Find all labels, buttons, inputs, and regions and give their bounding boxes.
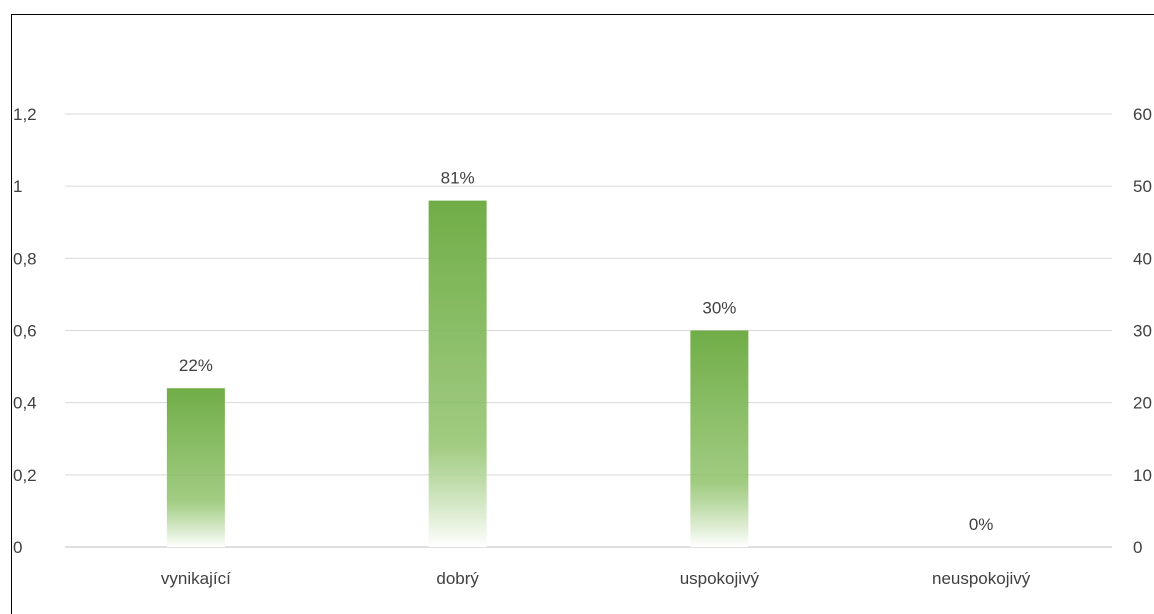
bars	[166, 200, 749, 547]
y2-tick-label: 40	[1133, 249, 1152, 268]
category-label-3: neuspokojivý	[932, 569, 1031, 588]
bar-0	[166, 388, 225, 547]
bar-2	[690, 330, 749, 547]
y-tick-label: 0,8	[13, 249, 37, 268]
category-label-2: uspokojivý	[680, 569, 760, 588]
category-label-0: vynikající	[161, 569, 231, 588]
data-label-2: 30%	[702, 299, 736, 318]
y2-tick-label: 30	[1133, 322, 1152, 341]
gridlines	[65, 113, 1112, 548]
y-tick-label: 0	[13, 538, 22, 557]
data-label-3: 0%	[969, 515, 994, 534]
data-label-1: 81%	[441, 169, 475, 188]
bar-1	[428, 200, 487, 547]
y2-tick-label: 60	[1133, 105, 1152, 124]
data-label-0: 22%	[179, 356, 213, 375]
y-tick-label: 0,2	[13, 466, 37, 485]
labels: 0 0 0,2 10 0,4 20 0,6 30 0,8 40 1 50 1,2 60 22% vynikaj…	[13, 105, 1152, 588]
y2-tick-label: 0	[1133, 538, 1142, 557]
category-label-1: dobrý	[436, 569, 479, 588]
y-tick-label: 0,4	[13, 394, 37, 413]
bar-chart: 0 0 0,2 10 0,4 20 0,6 30 0,8 40 1 50 1,2 60 22% vynikaj…	[13, 105, 1152, 588]
chart-frame	[11, 14, 1154, 614]
y-tick-label: 0,6	[13, 322, 37, 341]
y2-tick-label: 50	[1133, 177, 1152, 196]
y2-tick-label: 20	[1133, 394, 1152, 413]
y-tick-label: 1,2	[13, 105, 37, 124]
y-tick-label: 1	[13, 177, 22, 196]
y2-tick-label: 10	[1133, 466, 1152, 485]
